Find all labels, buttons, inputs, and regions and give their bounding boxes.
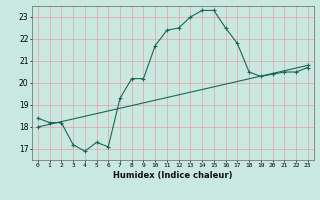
X-axis label: Humidex (Indice chaleur): Humidex (Indice chaleur) (113, 171, 233, 180)
